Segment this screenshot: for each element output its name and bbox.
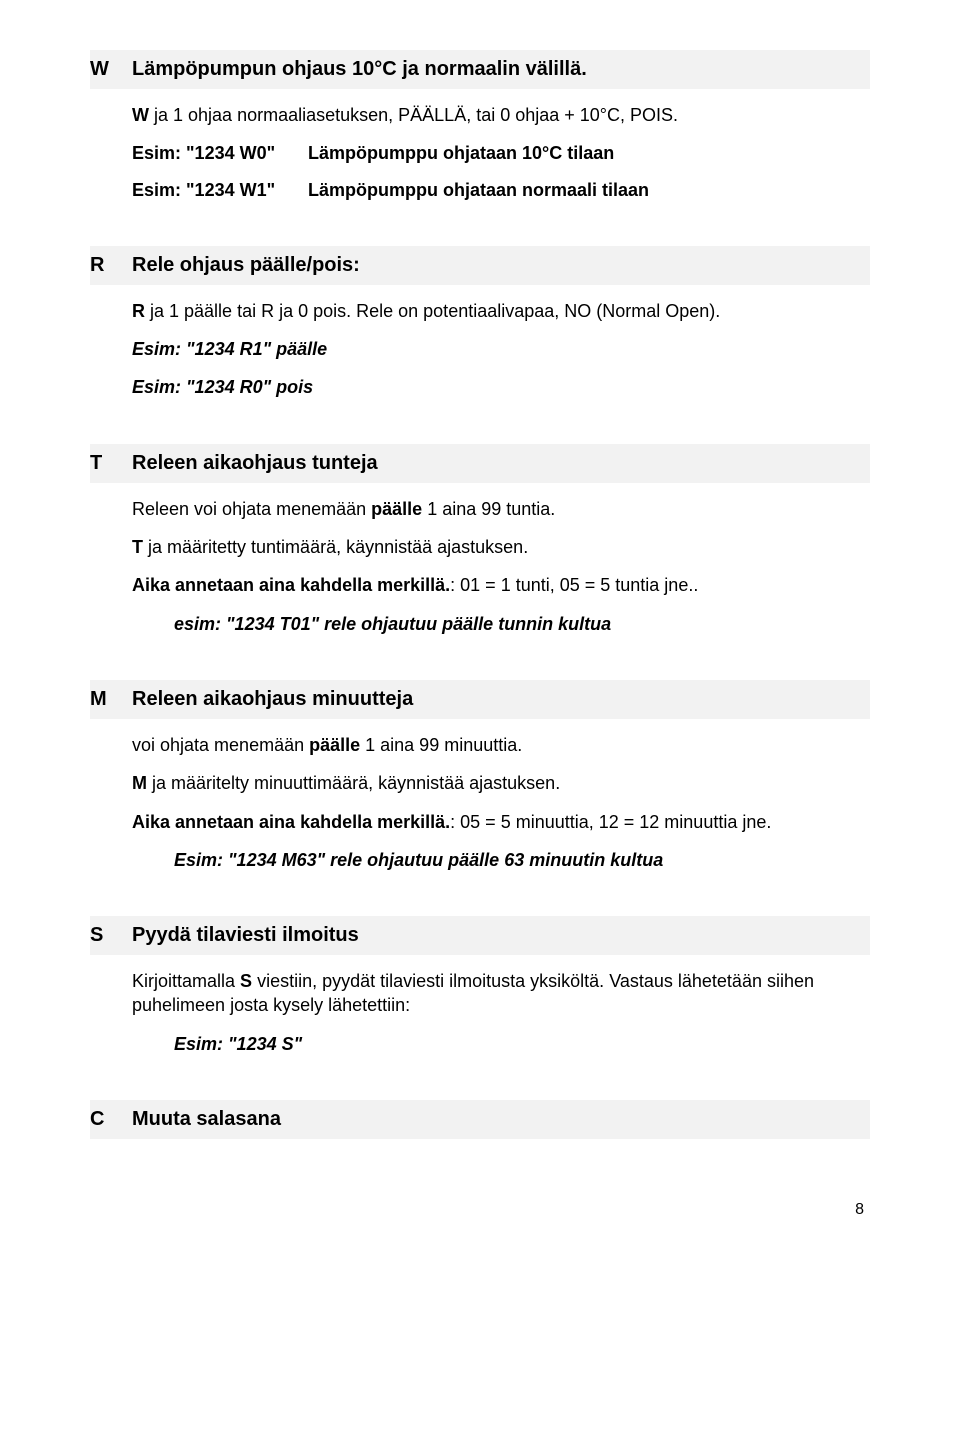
section-body: R ja 1 päälle tai R ja 0 pois. Rele on p…	[90, 299, 870, 400]
section-heading: T Releen aikaohjaus tunteja	[90, 444, 870, 483]
section-c: C Muuta salasana	[90, 1100, 870, 1139]
text-bold: päälle	[371, 499, 422, 519]
page-number: 8	[90, 1199, 870, 1221]
example-line: Esim: "1234 S"	[132, 1032, 870, 1056]
text-bold: Aika annetaan aina kahdella merkillä.	[132, 575, 450, 595]
section-body: Releen voi ohjata menemään päälle 1 aina…	[90, 497, 870, 636]
paragraph: Releen voi ohjata menemään päälle 1 aina…	[132, 497, 870, 521]
text: voi ohjata menemään	[132, 735, 309, 755]
section-letter: W	[90, 56, 132, 83]
section-letter: T	[90, 450, 132, 477]
section-letter: C	[90, 1106, 132, 1133]
paragraph: Kirjoittamalla S viestiin, pyydät tilavi…	[132, 969, 870, 1018]
text-bold: R	[132, 301, 145, 321]
section-title: Pyydä tilaviesti ilmoitus	[132, 922, 359, 949]
example-label: Esim: "1234 W1"	[132, 178, 308, 202]
section-title: Releen aikaohjaus tunteja	[132, 450, 378, 477]
text: ja 1 päälle tai R ja 0 pois. Rele on pot…	[145, 301, 720, 321]
paragraph: W ja 1 ohjaa normaaliasetuksen, PÄÄLLÄ, …	[132, 103, 870, 127]
example-value: Lämpöpumppu ohjataan normaali tilaan	[308, 178, 649, 202]
section-title: Lämpöpumpun ohjaus 10°C ja normaalin väl…	[132, 56, 587, 83]
section-w: W Lämpöpumpun ohjaus 10°C ja normaalin v…	[90, 50, 870, 202]
text: 1 aina 99 minuuttia.	[360, 735, 522, 755]
example-label: Esim: "1234 W0"	[132, 141, 308, 165]
section-letter: S	[90, 922, 132, 949]
section-t: T Releen aikaohjaus tunteja Releen voi o…	[90, 444, 870, 636]
paragraph: Aika annetaan aina kahdella merkillä.: 0…	[132, 573, 870, 597]
section-heading: M Releen aikaohjaus minuutteja	[90, 680, 870, 719]
example-line: Esim: "1234 M63" rele ohjautuu päälle 63…	[132, 848, 870, 872]
section-heading: C Muuta salasana	[90, 1100, 870, 1139]
section-body: voi ohjata menemään päälle 1 aina 99 min…	[90, 733, 870, 872]
section-body: W ja 1 ohjaa normaaliasetuksen, PÄÄLLÄ, …	[90, 103, 870, 202]
example-row: Esim: "1234 W1" Lämpöpumppu ohjataan nor…	[132, 178, 870, 202]
section-heading: R Rele ohjaus päälle/pois:	[90, 246, 870, 285]
text: ja määritelty minuuttimäärä, käynnistää …	[147, 773, 560, 793]
section-title: Releen aikaohjaus minuutteja	[132, 686, 413, 713]
text: : 05 = 5 minuuttia, 12 = 12 minuuttia jn…	[450, 812, 771, 832]
text-bold: T	[132, 537, 143, 557]
example-line: Esim: "1234 R1" päälle	[132, 337, 870, 361]
paragraph: T ja määritetty tuntimäärä, käynnistää a…	[132, 535, 870, 559]
section-letter: M	[90, 686, 132, 713]
section-title: Rele ohjaus päälle/pois:	[132, 252, 360, 279]
text: : 01 = 1 tunti, 05 = 5 tuntia jne..	[450, 575, 698, 595]
section-letter: R	[90, 252, 132, 279]
text: Kirjoittamalla	[132, 971, 240, 991]
example-row: Esim: "1234 W0" Lämpöpumppu ohjataan 10°…	[132, 141, 870, 165]
text: ja 1 ohjaa normaaliasetuksen, PÄÄLLÄ, ta…	[149, 105, 678, 125]
text-bold: Aika annetaan aina kahdella merkillä.	[132, 812, 450, 832]
paragraph: Aika annetaan aina kahdella merkillä.: 0…	[132, 810, 870, 834]
paragraph: voi ohjata menemään päälle 1 aina 99 min…	[132, 733, 870, 757]
text: 1 aina 99 tuntia.	[422, 499, 555, 519]
example-line: esim: "1234 T01" rele ohjautuu päälle tu…	[132, 612, 870, 636]
text: ja määritetty tuntimäärä, käynnistää aja…	[143, 537, 528, 557]
section-m: M Releen aikaohjaus minuutteja voi ohjat…	[90, 680, 870, 872]
section-body: Kirjoittamalla S viestiin, pyydät tilavi…	[90, 969, 870, 1056]
section-heading: S Pyydä tilaviesti ilmoitus	[90, 916, 870, 955]
section-s: S Pyydä tilaviesti ilmoitus Kirjoittamal…	[90, 916, 870, 1056]
section-r: R Rele ohjaus päälle/pois: R ja 1 päälle…	[90, 246, 870, 400]
text-bold: päälle	[309, 735, 360, 755]
paragraph: R ja 1 päälle tai R ja 0 pois. Rele on p…	[132, 299, 870, 323]
text: Releen voi ohjata menemään	[132, 499, 371, 519]
text-bold: S	[240, 971, 252, 991]
text-bold: W	[132, 105, 149, 125]
text-bold: M	[132, 773, 147, 793]
paragraph: M ja määritelty minuuttimäärä, käynnistä…	[132, 771, 870, 795]
example-line: Esim: "1234 R0" pois	[132, 375, 870, 399]
section-title: Muuta salasana	[132, 1106, 281, 1133]
example-value: Lämpöpumppu ohjataan 10°C tilaan	[308, 141, 614, 165]
section-heading: W Lämpöpumpun ohjaus 10°C ja normaalin v…	[90, 50, 870, 89]
